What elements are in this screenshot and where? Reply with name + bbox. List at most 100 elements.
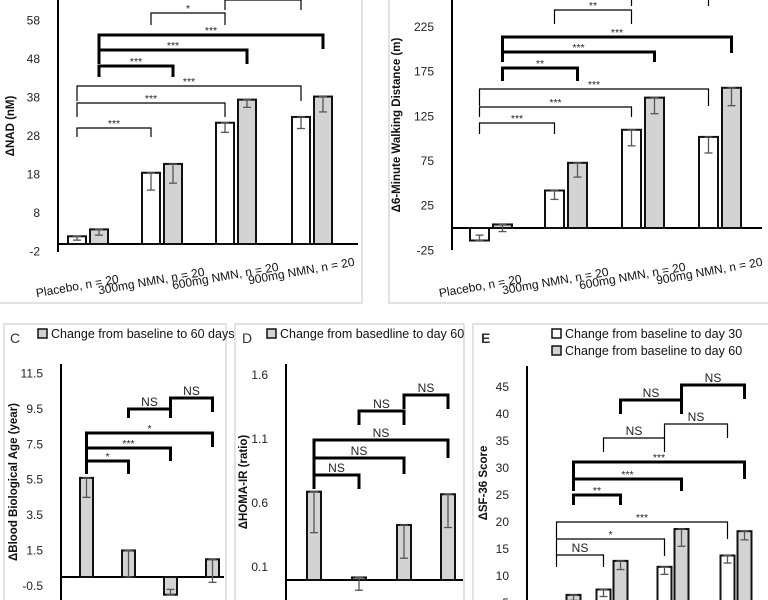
y-tick-label: 15 (496, 542, 510, 556)
y-tick-label: 28 (27, 129, 41, 143)
significance-bracket (555, 521, 729, 539)
significance-bracket (680, 383, 746, 399)
legend-label: Change from basedline to day 60 (280, 327, 464, 341)
significance-bracket (85, 431, 214, 447)
significance-label: NS (373, 397, 390, 411)
y-tick-label: 20 (496, 515, 510, 529)
y-tick-label: 3.5 (26, 508, 43, 522)
significance-bracket (555, 538, 666, 556)
significance-bracket (501, 35, 733, 53)
significance-bracket (501, 50, 656, 62)
significance-label: * (147, 423, 151, 435)
y-tick-label: 25 (496, 488, 510, 502)
y-tick-label: 5 (502, 596, 509, 600)
significance-label: ** (536, 58, 544, 70)
significance-label: NS (351, 444, 368, 458)
significance-bracket (572, 493, 622, 505)
significance-bracket (97, 48, 249, 64)
significance-bracket (572, 477, 683, 491)
y-tick-label: 1.1 (251, 432, 268, 446)
y-tick-label: -2 (29, 245, 40, 259)
y-tick-label: 30 (496, 461, 510, 475)
panel-label: D (242, 330, 252, 346)
significance-label: NS (688, 410, 705, 424)
y-tick-label: 8 (33, 206, 40, 220)
significance-label: * (608, 529, 612, 541)
y-tick-label: 1.6 (251, 368, 268, 382)
significance-bracket (224, 0, 302, 10)
significance-label: *** (588, 79, 600, 91)
y-tick-label: 11.5 (21, 366, 44, 380)
x-category-label: 900mg NMN, n = 20 (655, 255, 764, 288)
significance-label: *** (167, 40, 179, 52)
significance-label: NS (373, 426, 390, 440)
significance-label: *** (130, 56, 142, 68)
y-axis-title: ΔHOMA-IR (ratio) (238, 435, 250, 530)
significance-label: *** (122, 438, 134, 450)
legend-swatch (551, 345, 562, 356)
significance-label: NS (705, 371, 722, 385)
significance-bracket (85, 459, 130, 474)
significance-label: NS (418, 381, 435, 395)
significance-label: *** (205, 25, 217, 37)
y-tick-label: 225 (414, 20, 434, 34)
panel-c: -0.5 1.5 3.5 5.5 7.5 9.5 11.5 ΔBlood Biological… (8, 327, 234, 600)
significance-bracket (85, 446, 172, 461)
y-axis-title: ΔNAD (nM) (5, 96, 17, 157)
bar-day30-group-3 (215, 121, 235, 245)
y-tick-label: 25 (421, 199, 435, 213)
significance-bracket (127, 407, 172, 418)
significance-label: ** (593, 485, 601, 497)
panel-d: 0.1 0.6 1.1 1.6 ΔHOMA-IR (ratio) D Change from… (238, 327, 464, 600)
significance-label: ** (589, 0, 597, 12)
y-tick-label: 0.1 (251, 560, 268, 574)
panel-label: C (10, 330, 20, 346)
y-tick-label: -0.5 (22, 579, 43, 593)
significance-label: *** (108, 118, 120, 130)
significance-bracket (312, 438, 450, 458)
panel-c-border (3, 323, 227, 600)
y-tick-label: 45 (496, 380, 510, 394)
y-tick-label: 1.5 (26, 543, 43, 557)
significance-bracket (97, 64, 175, 77)
legend-label: Change from baseline to day 30 (565, 327, 742, 341)
panel-e: 5 10 15 20 25 30 35 40 45 ΔSF-36 Score E Change fro… (478, 327, 753, 600)
y-tick-label: -25 (417, 243, 435, 257)
significance-bracket (150, 12, 226, 25)
significance-bracket (97, 33, 325, 49)
significance-label: NS (141, 395, 158, 409)
y-tick-label: 0.6 (251, 496, 268, 510)
significance-label: *** (183, 76, 195, 88)
significance-bracket (553, 9, 633, 24)
x-category-label: 900mg NMN, n = 20 (247, 255, 356, 288)
significance-bracket (357, 409, 406, 425)
significance-label: NS (328, 461, 345, 475)
y-tick-label: 40 (496, 407, 510, 421)
significance-label: *** (636, 512, 648, 524)
panel-label: E (481, 330, 490, 346)
legend-label: Change from baseline to 60 days (51, 327, 234, 341)
panel-e-border (472, 323, 768, 600)
significance-label: *** (653, 452, 665, 464)
y-tick-label: 38 (27, 91, 41, 105)
y-tick-label: 9.5 (26, 402, 43, 416)
y-tick-label: 7.5 (26, 437, 43, 451)
legend-label: Change from baseline to day 60 (565, 344, 742, 358)
significance-bracket (76, 85, 302, 101)
significance-label: *** (145, 93, 157, 105)
bar-day30-group-4 (291, 115, 311, 245)
bar-day60-group-3 (237, 98, 257, 245)
significance-label: NS (572, 541, 589, 555)
y-tick-label: 18 (27, 168, 41, 182)
y-tick-label: 175 (414, 65, 434, 79)
y-tick-label: 10 (496, 569, 510, 583)
bar-day60-group-3 (644, 96, 665, 230)
significance-bracket (76, 102, 226, 117)
significance-label: NS (626, 424, 643, 438)
y-tick-label: 58 (27, 14, 41, 28)
significance-bracket (602, 437, 666, 452)
legend-swatch (551, 328, 562, 339)
significance-label: * (186, 3, 190, 15)
y-axis-title: Δ6-Minute Walking Distance (m) (391, 38, 403, 213)
